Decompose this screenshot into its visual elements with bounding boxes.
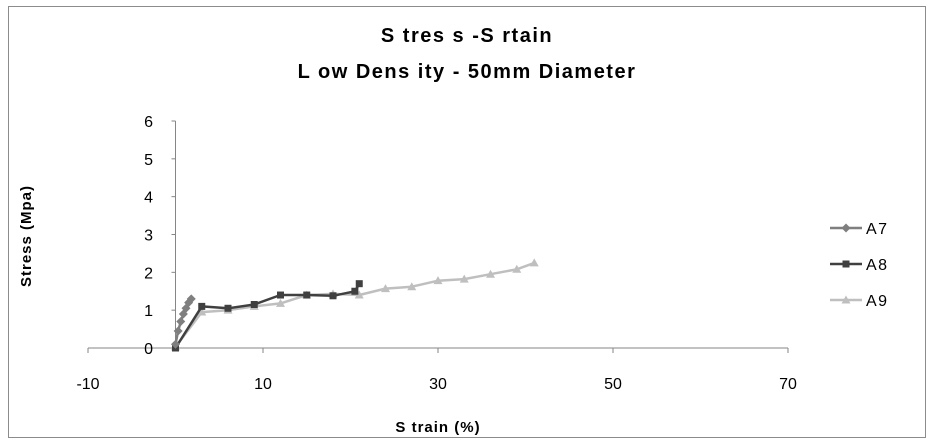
data-point-a7 [176, 317, 186, 327]
data-point-a9 [276, 298, 285, 307]
legend-marker [841, 295, 851, 304]
y-axis-title: Stress (Mpa) [18, 185, 35, 287]
data-point-a9 [512, 264, 522, 273]
data-point-a7 [186, 294, 196, 304]
x-axis-title: S train (%) [395, 419, 480, 436]
data-point-a8 [303, 291, 311, 299]
data-point-a9 [197, 307, 207, 316]
data-point-a9 [459, 274, 469, 283]
x-tick-label: 10 [254, 376, 272, 393]
legend-label: A7 [866, 221, 889, 238]
series-a8 [172, 280, 363, 352]
y-tick-label: 5 [144, 152, 153, 169]
legend-marker [841, 223, 851, 233]
data-point-a8 [329, 292, 337, 300]
y-tick-label: 4 [144, 190, 153, 207]
data-point-a8 [224, 304, 232, 312]
x-tick-label: 70 [779, 376, 797, 393]
legend-item-a9: A9 [830, 293, 889, 310]
data-point-a8 [277, 291, 284, 299]
legend-item-a8: A8 [830, 257, 889, 274]
chart-title: S tres s -S rtain [381, 25, 553, 47]
data-point-a8 [250, 300, 258, 308]
x-tick-label: -10 [76, 376, 99, 393]
axes: 0 1 2 3 4 5 6 -10 10 30 50 70 [76, 114, 797, 393]
x-tick-label: 50 [604, 376, 622, 393]
series-layer [171, 258, 539, 352]
legend-label: A9 [866, 293, 889, 310]
data-point-a7 [173, 326, 183, 336]
data-point-a9 [354, 290, 364, 299]
y-tick-label: 2 [144, 265, 153, 282]
data-point-a9 [433, 276, 443, 285]
chart-subtitle: L ow Dens ity - 50mm Diameter [298, 61, 637, 83]
legend-item-a7: A7 [830, 221, 889, 238]
data-point-a9 [486, 269, 495, 278]
data-point-a9 [407, 282, 417, 291]
data-point-a8 [198, 302, 206, 310]
y-tick-label: 1 [144, 303, 153, 320]
x-tick-label: 30 [429, 376, 447, 393]
y-tick-label: 6 [144, 114, 153, 131]
data-point-a8 [351, 287, 359, 295]
data-point-a9 [381, 284, 390, 293]
data-point-a8 [355, 280, 363, 288]
legend: A7 A8 A9 [830, 221, 889, 310]
data-point-a9 [529, 258, 539, 267]
y-tick-label: 0 [144, 341, 153, 358]
series-a9 [171, 258, 539, 351]
series-a7 [171, 294, 196, 349]
y-tick-label: 3 [144, 228, 153, 245]
legend-label: A8 [866, 257, 889, 274]
data-point-a7 [171, 339, 180, 349]
chart-frame [8, 6, 926, 438]
legend-marker [842, 260, 850, 268]
